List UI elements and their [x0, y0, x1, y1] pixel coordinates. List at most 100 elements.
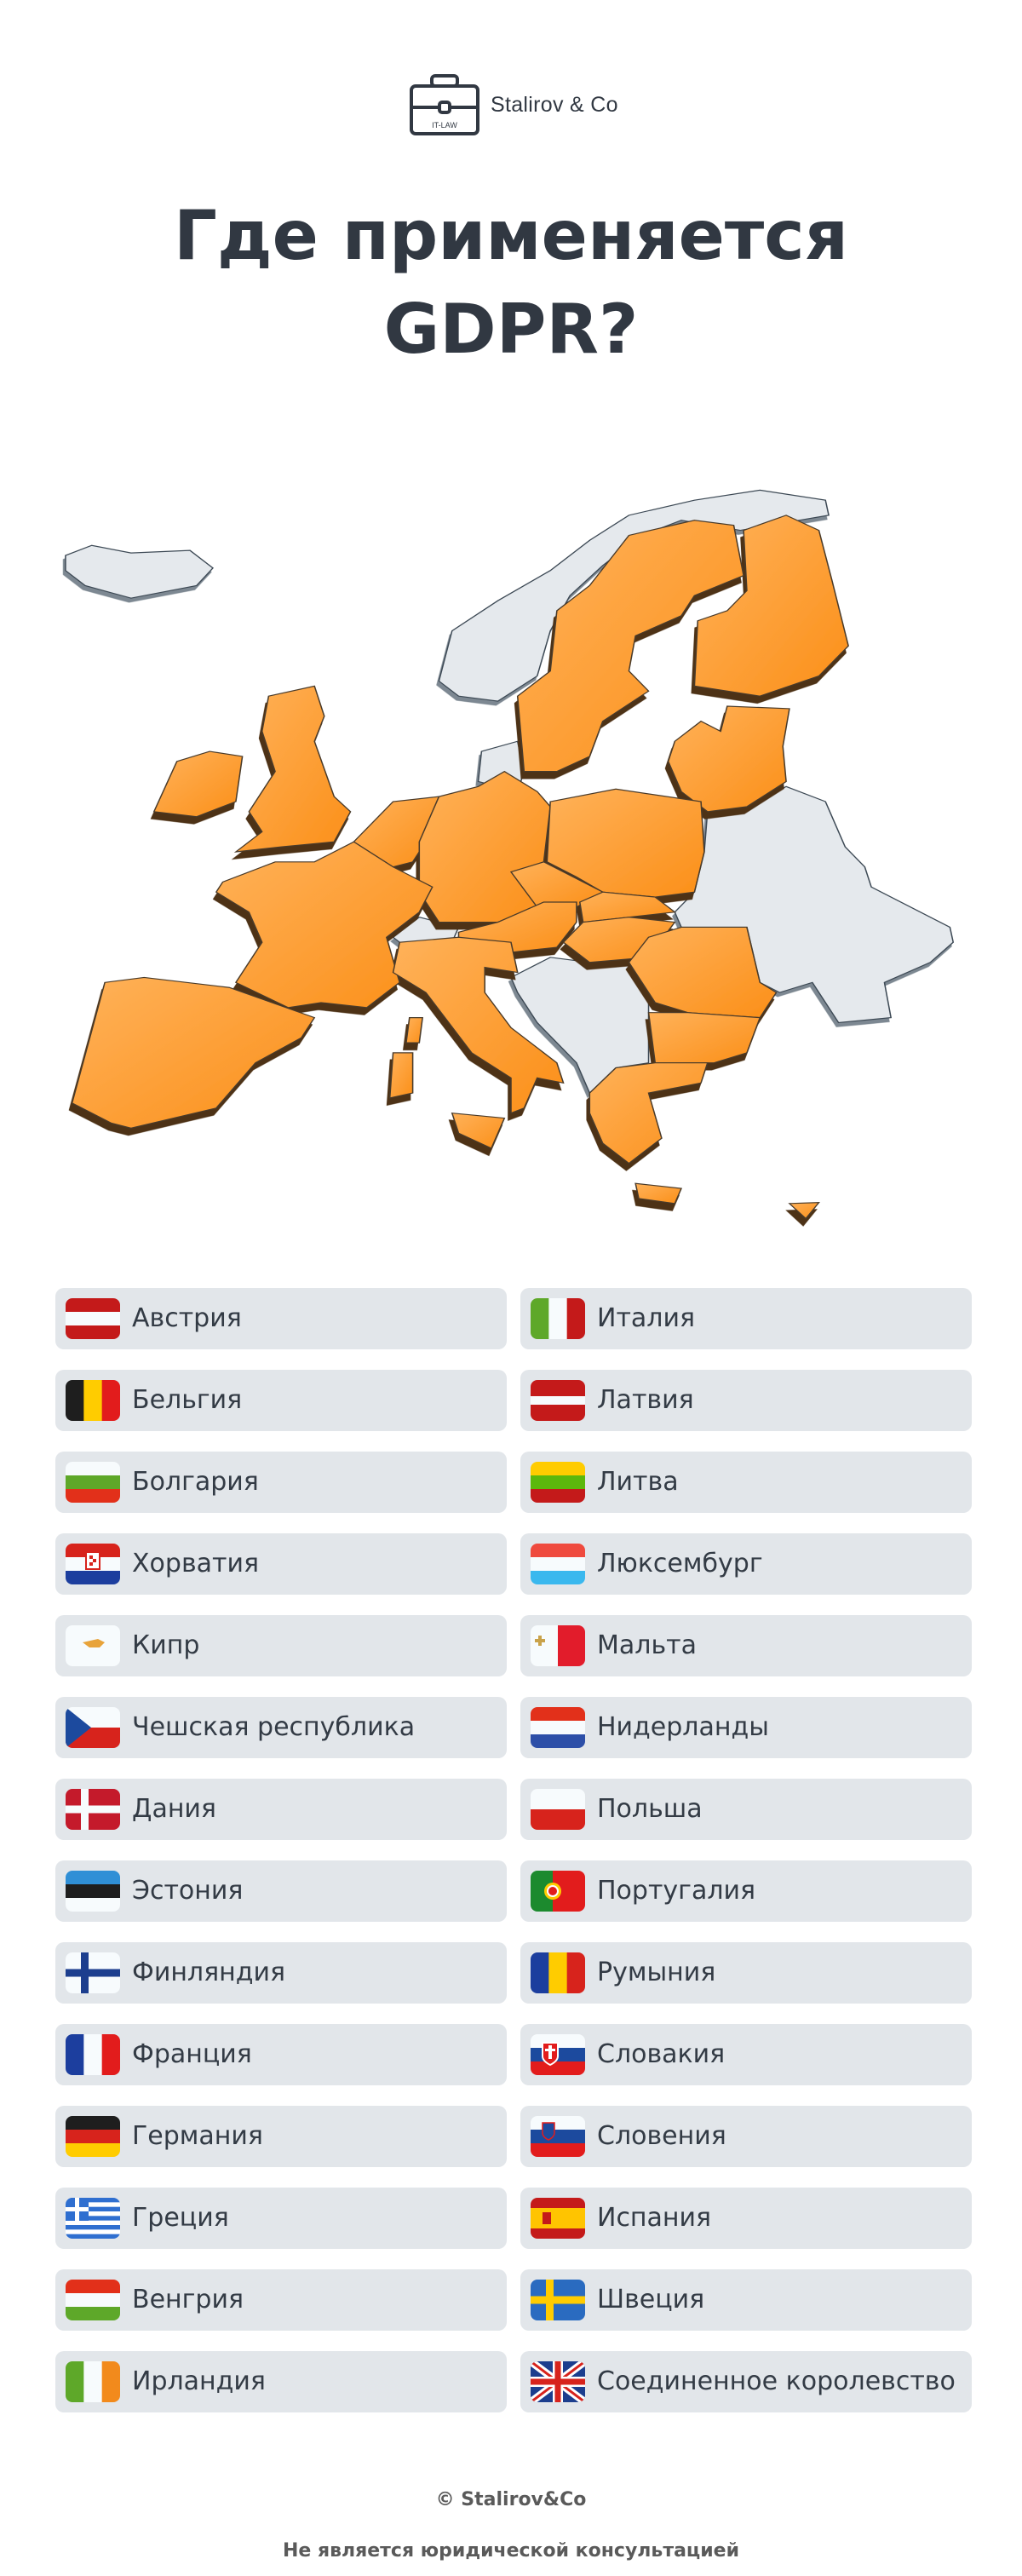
- map-germany: [418, 770, 551, 923]
- flag-greece-icon: [66, 2198, 120, 2239]
- country-name: Польша: [597, 1794, 703, 1824]
- country-name: Германия: [132, 2121, 263, 2151]
- country-name: Эстония: [132, 1876, 244, 1906]
- country-name: Венгрия: [132, 2285, 244, 2314]
- country-name: Люксембург: [597, 1549, 763, 1578]
- country-row: Мальта: [520, 1615, 972, 1676]
- country-name: Словакия: [597, 2039, 726, 2069]
- country-name: Ирландия: [132, 2366, 266, 2396]
- flag-poland-icon: [531, 1789, 585, 1830]
- country-name: Латвия: [597, 1385, 694, 1415]
- map-bulgaria: [647, 1012, 761, 1064]
- flag-lithuania-icon: [531, 1462, 585, 1503]
- flag-sweden-icon: [531, 2280, 585, 2320]
- country-row: Германия: [55, 2106, 507, 2167]
- flag-germany-icon: [66, 2116, 120, 2157]
- country-name: Бельгия: [132, 1385, 243, 1415]
- country-name: Румыния: [597, 1958, 716, 1987]
- country-name: Чешская республика: [132, 1712, 416, 1742]
- country-row: Австрия: [55, 1288, 507, 1349]
- flag-latvia-icon: [531, 1380, 585, 1421]
- country-row: Греция: [55, 2188, 507, 2249]
- map-poland: [546, 788, 705, 898]
- country-name: Словения: [597, 2121, 726, 2151]
- flag-finland-icon: [66, 1952, 120, 1993]
- map-italy: [392, 936, 565, 1114]
- country-row: Франция: [55, 2024, 507, 2085]
- country-row: Соединенное королевство: [520, 2351, 972, 2412]
- flag-czech-icon: [66, 1707, 120, 1748]
- country-row: Литва: [520, 1452, 972, 1513]
- country-name: Литва: [597, 1467, 679, 1497]
- map-sweden: [516, 520, 744, 773]
- flag-cyprus-icon: [66, 1625, 120, 1666]
- country-row: Португалия: [520, 1860, 972, 1922]
- country-row: Люксембург: [520, 1533, 972, 1595]
- map-ireland: [152, 750, 244, 818]
- country-row: Финляндия: [55, 1942, 507, 2004]
- map-sardinia: [388, 1052, 414, 1099]
- country-row: Бельгия: [55, 1370, 507, 1431]
- country-row: Дания: [55, 1779, 507, 1840]
- flag-france-icon: [66, 2034, 120, 2075]
- flag-ireland-icon: [66, 2361, 120, 2402]
- country-row: Нидерланды: [520, 1697, 972, 1758]
- country-row: Ирландия: [55, 2351, 507, 2412]
- country-row: Хорватия: [55, 1533, 507, 1595]
- flag-austria-icon: [66, 1298, 120, 1339]
- map-crete: [634, 1182, 683, 1205]
- country-row: Кипр: [55, 1615, 507, 1676]
- map-iceland: [65, 544, 215, 599]
- map-romania: [628, 926, 778, 1019]
- logo: IT-LAW Stalirov & Co: [409, 73, 618, 136]
- flag-romania-icon: [531, 1952, 585, 1993]
- map-france: [215, 841, 433, 1009]
- country-name: Испания: [597, 2203, 712, 2233]
- flag-uk-icon: [531, 2361, 585, 2402]
- flag-belgium-icon: [66, 1380, 120, 1421]
- flag-italy-icon: [531, 1298, 585, 1339]
- map-cyprus: [788, 1202, 820, 1220]
- country-name: Соединенное королевство: [597, 2366, 956, 2396]
- country-row: Латвия: [520, 1370, 972, 1431]
- country-name: Италия: [597, 1303, 696, 1333]
- flag-spain-icon: [531, 2198, 585, 2239]
- country-row: Италия: [520, 1288, 972, 1349]
- country-name: Дания: [132, 1794, 216, 1824]
- map-corsica: [405, 1017, 424, 1044]
- country-name: Франция: [132, 2039, 252, 2069]
- country-row: Эстония: [55, 1860, 507, 1922]
- flag-slovakia-icon: [531, 2034, 585, 2075]
- country-name: Финляндия: [132, 1958, 286, 1987]
- footer-copyright: © Stalirov&Co: [435, 2489, 587, 2510]
- flag-slovenia-icon: [531, 2116, 585, 2157]
- country-row: Чешская республика: [55, 1697, 507, 1758]
- country-row: Швеция: [520, 2269, 972, 2331]
- flag-luxembourg-icon: [531, 1544, 585, 1584]
- map-sicily: [451, 1112, 506, 1149]
- country-name: Хорватия: [132, 1549, 260, 1578]
- flag-estonia-icon: [66, 1871, 120, 1912]
- flag-denmark-icon: [66, 1789, 120, 1830]
- country-name: Кипр: [132, 1630, 200, 1660]
- map-finland: [693, 515, 849, 697]
- country-name: Австрия: [132, 1303, 242, 1333]
- map-greece: [589, 1062, 709, 1164]
- flag-bulgaria-icon: [66, 1462, 120, 1503]
- flag-portugal-icon: [531, 1871, 585, 1912]
- country-row: Венгрия: [55, 2269, 507, 2331]
- briefcase-icon: IT-LAW: [410, 74, 479, 135]
- map-iberia: [71, 976, 316, 1129]
- country-name: Греция: [132, 2203, 229, 2233]
- country-name: Швеция: [597, 2285, 705, 2314]
- footer-disclaimer: Не является юридической консультацией: [282, 2540, 739, 2562]
- country-row: Испания: [520, 2188, 972, 2249]
- country-name: Мальта: [597, 1630, 697, 1660]
- map-baltics: [667, 705, 790, 813]
- flag-hungary-icon: [66, 2280, 120, 2320]
- country-name: Болгария: [132, 1467, 259, 1497]
- country-name: Нидерланды: [597, 1712, 769, 1742]
- page-title-line1: Где применяется: [174, 196, 848, 275]
- logo-badge: IT-LAW: [432, 121, 457, 129]
- country-row: Польша: [520, 1779, 972, 1840]
